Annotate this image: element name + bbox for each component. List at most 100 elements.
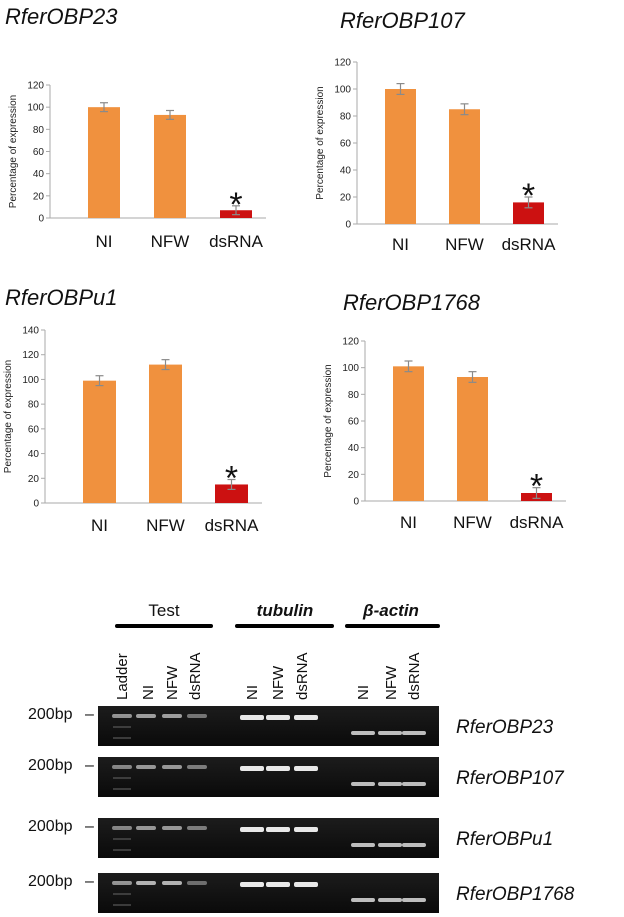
test-band (136, 714, 156, 718)
actin-band (351, 731, 375, 735)
y-tick-label: 40 (348, 443, 360, 454)
category-label: NI (96, 232, 113, 251)
gel-image (98, 757, 439, 797)
size-marker-label: 200bp (28, 873, 73, 890)
significance-star: * (530, 468, 543, 506)
tubulin-band (240, 715, 264, 720)
y-tick-label: 40 (340, 166, 352, 177)
tubulin-band (266, 882, 290, 887)
test-band (187, 826, 207, 830)
bar-ni (393, 366, 424, 501)
test-band (112, 826, 132, 830)
test-band (162, 714, 182, 718)
bar-nfw (149, 364, 182, 503)
y-tick-label: 100 (334, 85, 351, 96)
y-tick-label: 20 (28, 474, 40, 485)
size-marker-label: 200bp (28, 706, 73, 723)
y-tick-label: 80 (348, 390, 360, 401)
ladder-band (113, 726, 131, 728)
chart-title: RferOBP107 (340, 8, 465, 33)
ladder-band (113, 849, 131, 851)
ladder-band (113, 788, 131, 790)
y-tick-label: 0 (33, 499, 39, 510)
test-band (112, 765, 132, 769)
tubulin-band (240, 766, 264, 771)
bar-chart-4: RferOBP1768 0 20 40 60 80 100 120 Percentage of … (323, 290, 566, 532)
gel-image (98, 818, 439, 858)
tubulin-band (240, 882, 264, 887)
test-band (187, 881, 207, 885)
y-axis-label: Percentage of expression (315, 86, 326, 199)
y-axis-label: Percentage of expression (8, 95, 19, 208)
tubulin-band (266, 766, 290, 771)
test-band (136, 826, 156, 830)
ladder-band (113, 737, 131, 739)
y-tick-label: 60 (33, 147, 45, 158)
lane-label: dsRNA (406, 652, 423, 700)
actin-band (402, 898, 426, 902)
bar-charts: RferOBP23 0 20 40 60 80 100 120 Percentage of ex… (3, 4, 566, 535)
tubulin-band (294, 766, 318, 771)
category-label: NI (91, 516, 108, 535)
tubulin-band (240, 827, 264, 832)
significance-star: * (229, 186, 242, 224)
gel-image (98, 706, 439, 746)
gel-row-1: 200bp – RferOBP23 (28, 706, 554, 746)
gel-row-3: 200bp – RferOBPu1 (28, 818, 553, 858)
gene-label: RferOBP107 (456, 768, 565, 789)
bar-ni (385, 89, 416, 224)
gel-group-label: Test (148, 601, 179, 620)
bar-dsrna (513, 202, 544, 224)
category-label: NI (400, 513, 417, 532)
y-tick-label: 0 (38, 214, 44, 225)
ladder-band (113, 893, 131, 895)
category-label: NFW (151, 232, 190, 251)
y-axis-label: Percentage of expression (3, 360, 14, 473)
lane-label: dsRNA (187, 652, 204, 700)
test-band (162, 881, 182, 885)
y-tick-label: 0 (345, 220, 351, 231)
category-label: dsRNA (209, 232, 264, 251)
y-tick-label: 60 (348, 417, 360, 428)
lane-label: NI (244, 685, 261, 700)
test-band (136, 765, 156, 769)
bar-nfw (457, 377, 488, 501)
chart-title: RferOBPu1 (5, 285, 118, 310)
y-tick-label: 100 (27, 103, 44, 114)
bar-nfw (154, 114, 186, 218)
gene-label: RferOBP1768 (456, 884, 575, 905)
actin-band (378, 782, 402, 786)
bar-chart-1: RferOBP23 0 20 40 60 80 100 120 Percentage of ex… (5, 4, 266, 251)
y-tick-label: 60 (28, 424, 40, 435)
lane-label: NFW (270, 665, 287, 700)
y-tick-label: 60 (340, 139, 352, 150)
test-band (187, 714, 207, 718)
lane-label: Ladder (114, 653, 131, 700)
actin-band (378, 898, 402, 902)
significance-star: * (225, 460, 238, 498)
test-band (136, 881, 156, 885)
lane-label: NFW (164, 665, 181, 700)
tubulin-band (294, 827, 318, 832)
actin-band (351, 782, 375, 786)
actin-band (402, 782, 426, 786)
test-band (112, 714, 132, 718)
bar-chart-3: RferOBPu1 0 20 40 60 80 100 120 140 Percentage of… (3, 285, 262, 535)
gel-row-2: 200bp – RferOBP107 (28, 757, 565, 797)
category-label: NFW (445, 235, 484, 254)
y-tick-label: 80 (33, 125, 45, 136)
gel-group-label: tubulin (257, 601, 314, 620)
lane-label: dsRNA (294, 652, 311, 700)
gene-label: RferOBPu1 (456, 829, 553, 850)
y-tick-label: 100 (22, 375, 39, 386)
y-tick-label: 120 (342, 337, 359, 348)
bar-dsrna (215, 484, 248, 503)
gel-group-label: β-actin (362, 601, 419, 620)
bar-ni (88, 107, 120, 218)
category-label: NI (392, 235, 409, 254)
test-band (187, 765, 207, 769)
y-tick-label: 20 (33, 191, 45, 202)
ladder-band (113, 777, 131, 779)
category-label: dsRNA (510, 513, 565, 532)
category-label: dsRNA (502, 235, 557, 254)
